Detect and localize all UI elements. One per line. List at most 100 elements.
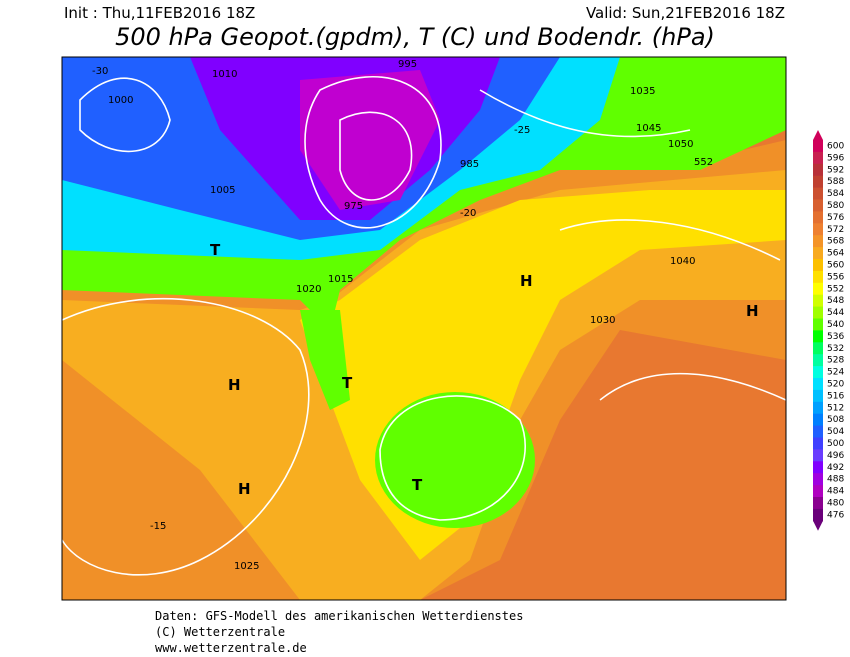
footer-line: (C) Wetterzentrale	[155, 625, 285, 639]
colorbar-label: 544	[827, 308, 844, 318]
colorbar-swatch	[813, 282, 823, 296]
isobar-label: 1030	[590, 315, 615, 326]
colorbar-swatch	[813, 389, 823, 403]
colorbar-swatch	[813, 223, 823, 236]
colorbar-swatch	[813, 461, 823, 474]
title: 500 hPa Geopot.(gpdm), T (C) und Bodendr…	[115, 23, 715, 51]
isobar-label: 1020	[296, 284, 321, 295]
colorbar-swatch	[813, 508, 823, 522]
pressure-center: T	[342, 374, 353, 392]
pressure-center: H	[238, 480, 251, 498]
colorbar-swatch	[813, 473, 823, 486]
colorbar-swatch	[813, 437, 823, 450]
colorbar-label: 520	[827, 379, 844, 389]
isobar-label: 975	[344, 201, 363, 212]
valid-time: Valid: Sun,21FEB2016 18Z	[586, 4, 785, 22]
map: 1000 1005 1010 1015 1020 1025 1030 1035 …	[61, 56, 787, 601]
colorbar-swatch	[813, 163, 823, 177]
colorbar-label: 480	[827, 498, 844, 508]
colorbar-swatch	[813, 235, 823, 248]
colorbar-label: 584	[827, 189, 844, 199]
colorbar-swatch	[813, 413, 823, 427]
colorbar-label: 484	[827, 487, 844, 497]
colorbar-swatch	[813, 318, 823, 331]
isobar-label: 1035	[630, 86, 655, 97]
isobar-label: 1005	[210, 185, 235, 196]
colorbar-swatch	[813, 401, 823, 415]
temp-label: -25	[514, 125, 530, 136]
colorbar-label: 504	[827, 427, 844, 437]
colorbar-label: 588	[827, 177, 844, 187]
isobar-label: 1010	[212, 69, 237, 80]
colorbar-arrow	[813, 130, 823, 140]
colorbar-label: 600	[827, 141, 844, 151]
temp-label: -20	[460, 208, 476, 219]
pressure-center: H	[228, 376, 241, 394]
isobar-label: 1040	[670, 256, 695, 267]
pressure-center: T	[412, 476, 423, 494]
colorbar-swatch	[813, 151, 823, 165]
colorbar-label: 540	[827, 320, 844, 330]
colorbar-swatch	[813, 140, 823, 153]
colorbar-swatch	[813, 485, 823, 498]
colorbar-label: 576	[827, 213, 844, 223]
colorbar-label: 548	[827, 296, 844, 306]
colorbar-swatch	[813, 199, 823, 212]
colorbar-swatch	[813, 366, 823, 379]
colorbar-swatch	[813, 175, 823, 189]
colorbar-swatch	[813, 449, 823, 462]
isobar-label: 1015	[328, 274, 353, 285]
isobar-label: 1045	[636, 123, 661, 134]
colorbar-label: 500	[827, 439, 844, 449]
isobar-label: 985	[460, 159, 479, 170]
colorbar-label: 568	[827, 237, 844, 247]
colorbar-label: 476	[827, 510, 844, 520]
colorbar-label: 516	[827, 391, 844, 401]
colorbar-label: 496	[827, 451, 844, 461]
colorbar-swatch	[813, 497, 823, 510]
colorbar-label: 508	[827, 415, 844, 425]
isobar-label: 995	[398, 59, 417, 70]
pressure-center: H	[746, 302, 759, 320]
colorbar-swatch	[813, 378, 823, 391]
pressure-center: T	[210, 241, 221, 259]
colorbar-label: 532	[827, 344, 844, 354]
colorbar-label: 536	[827, 332, 844, 342]
colorbar-label: 560	[827, 260, 844, 270]
init-time: Init : Thu,11FEB2016 18Z	[64, 4, 255, 22]
colorbar-swatch	[813, 211, 823, 224]
colorbar-swatch	[813, 354, 823, 367]
colorbar-label: 596	[827, 153, 844, 163]
footer-line: Daten: GFS-Modell des amerikanischen Wet…	[155, 609, 523, 623]
footer-line: www.wetterzentrale.de	[155, 641, 307, 655]
colorbar-label: 552	[827, 284, 844, 294]
height-label: 552	[694, 157, 713, 168]
colorbar-swatch	[813, 425, 823, 438]
colorbar-label: 564	[827, 249, 844, 259]
colorbar-swatch	[813, 342, 823, 355]
colorbar-swatch	[813, 187, 823, 200]
colorbar-swatch	[813, 247, 823, 260]
isobar-label: 1050	[668, 139, 693, 150]
colorbar-label: 592	[827, 165, 844, 175]
colorbar-swatch	[813, 270, 823, 284]
colorbar-label: 492	[827, 463, 844, 473]
isobar-label: 1000	[108, 95, 133, 106]
colorbar-arrow	[813, 520, 823, 531]
temp-label: -15	[150, 521, 166, 532]
colorbar-swatch	[813, 294, 823, 308]
colorbar-label: 572	[827, 225, 844, 235]
pressure-center: H	[520, 272, 533, 290]
temp-label: -30	[92, 66, 108, 77]
colorbar-swatch	[813, 259, 823, 272]
colorbar-swatch	[813, 330, 823, 343]
colorbar-swatch	[813, 306, 823, 319]
isobar-label: 1025	[234, 561, 259, 572]
colorbar-label: 528	[827, 356, 844, 366]
colorbar-label: 556	[827, 272, 844, 282]
colorbar-label: 488	[827, 475, 844, 485]
colorbar-label: 524	[827, 368, 844, 378]
colorbar-label: 580	[827, 201, 844, 211]
